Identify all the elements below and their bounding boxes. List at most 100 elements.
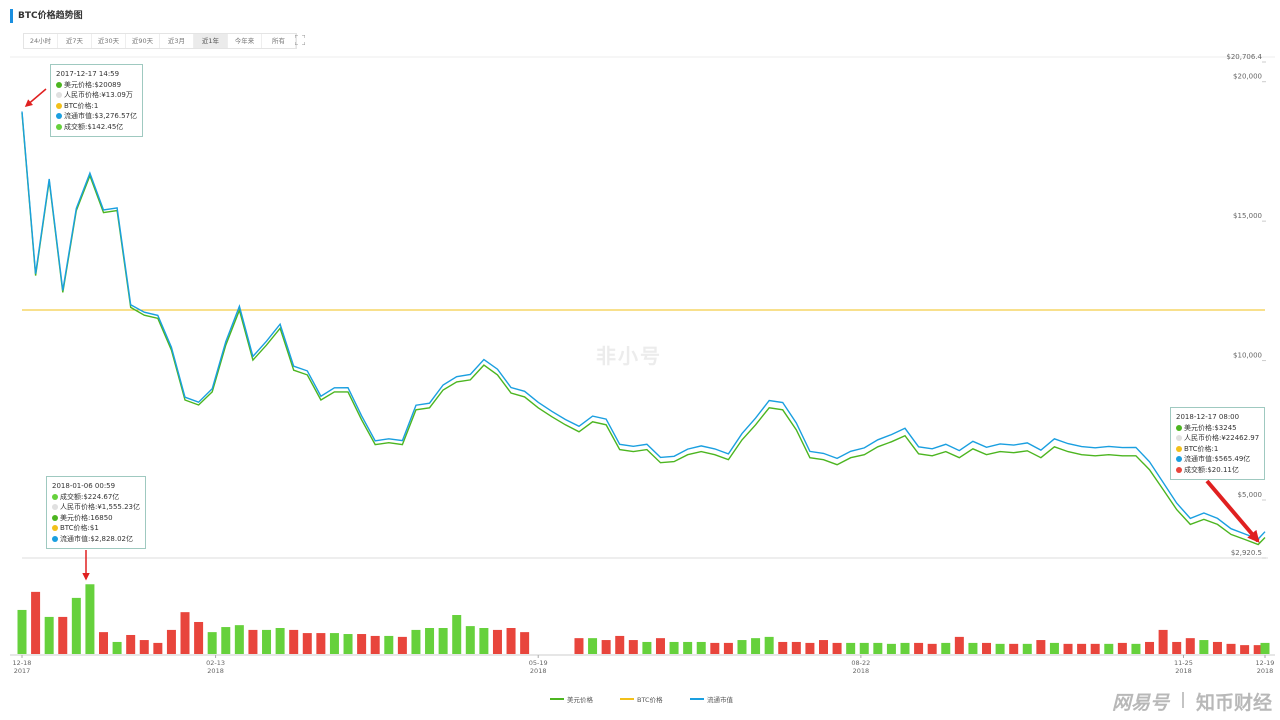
tooltip-title: 2018-12-17 08:00 <box>1176 413 1240 421</box>
volume-bar <box>99 632 109 654</box>
tooltip-row: 流通市值:$565.49亿 <box>1176 454 1259 465</box>
legend-item: BTC价格 <box>620 696 663 704</box>
volume-bar <box>479 628 489 654</box>
volume-bar <box>601 640 611 654</box>
volume-bar <box>900 642 910 654</box>
tooltip-dot <box>52 514 58 521</box>
tooltip-dot <box>1176 466 1182 473</box>
tooltip-dot <box>1176 424 1182 431</box>
volume-bar <box>873 642 883 654</box>
tooltip-text: 成交额:$20.11亿 <box>1184 465 1239 474</box>
volume-bar <box>1117 642 1127 654</box>
tabs: 24小时 近7天 近30天 近90天 近3月 近1年 今年来 所有 <box>23 33 297 49</box>
tooltip-row: BTC价格:1 <box>1176 444 1259 455</box>
line-series <box>21 112 1266 546</box>
volume-bar <box>425 628 435 654</box>
tooltip-row: 美元价格:16850 <box>52 513 140 524</box>
tooltip-row: 美元价格:$3245 <box>1176 423 1259 434</box>
x-tick-label: 11-25 2018 <box>1174 659 1193 675</box>
volume-bar <box>982 642 992 654</box>
volume-bar <box>452 615 462 654</box>
tooltip-row: BTC价格:$1 <box>52 523 140 534</box>
volume-bar <box>1212 641 1222 654</box>
tooltip-dot <box>56 102 62 109</box>
volume-bar <box>1172 641 1182 654</box>
tooltip-row: 流通市值:$3,276.57亿 <box>56 111 137 122</box>
volume-bar <box>778 641 788 654</box>
volume-bar <box>370 635 380 654</box>
tab[interactable]: 今年来 <box>228 34 262 48</box>
tooltip-row: 成交额:$142.45亿 <box>56 122 137 133</box>
tooltip-text: 成交额:$224.67亿 <box>60 492 120 501</box>
tab[interactable]: 近90天 <box>126 34 160 48</box>
tab[interactable]: 近3月 <box>160 34 194 48</box>
volume-bar <box>248 629 258 654</box>
watermark: 非小号 <box>596 344 662 368</box>
volume-bar <box>316 633 326 654</box>
volume-bar <box>1104 643 1114 654</box>
volume-bar <box>397 636 407 654</box>
volume-bar <box>1199 640 1209 654</box>
tooltip-text: BTC价格:1 <box>64 101 99 110</box>
volume-bar <box>1145 641 1155 654</box>
tooltip-dot <box>56 113 62 119</box>
tooltip-text: BTC价格:$1 <box>60 524 99 532</box>
tooltip-row: 人民币价格:¥1,555.23亿 <box>52 502 140 513</box>
tooltip-text: 流通市值:$3,276.57亿 <box>64 112 137 120</box>
volume-bar <box>846 642 856 654</box>
volume-bar <box>343 634 353 654</box>
volume-bar <box>683 641 693 654</box>
volume-bar <box>329 633 339 654</box>
volume-bar <box>31 591 41 654</box>
tab[interactable]: 近30天 <box>92 34 126 48</box>
volume-bar <box>1185 638 1195 654</box>
volume-bar <box>194 621 204 654</box>
volume-bar <box>1240 645 1250 654</box>
title: BTC价格趋势图 <box>10 9 83 23</box>
tab[interactable]: 近1年 <box>194 34 228 48</box>
tab[interactable]: 所有 <box>262 34 296 48</box>
tooltip-row: BTC价格:1 <box>56 101 137 112</box>
volume-bar <box>1009 643 1019 654</box>
watermark-separator <box>1182 692 1184 708</box>
volume-bar <box>995 643 1005 654</box>
tooltip-row: 美元价格:$20089 <box>56 80 137 91</box>
y-tick-label: $10,000 <box>1233 352 1262 360</box>
volume-bar <box>764 636 774 654</box>
volume-bar <box>112 641 122 654</box>
y-tick-label: $15,000 <box>1233 212 1262 220</box>
volume-bar <box>1260 642 1270 654</box>
tooltip-row: 人民币价格:¥13.09万 <box>56 90 137 101</box>
y-tick-label: $20,000 <box>1233 73 1262 81</box>
x-tick-label: 08-22 2018 <box>851 659 871 675</box>
watermark: 知币财经 <box>1196 692 1273 714</box>
y-tick-label: $2,920.5 <box>1231 549 1262 557</box>
tooltip-text: BTC价格:1 <box>1184 444 1219 453</box>
volume-bar <box>1253 645 1263 654</box>
tooltip-dot <box>56 81 62 88</box>
tooltip-dot <box>1176 456 1182 462</box>
tooltip-dot <box>52 535 58 542</box>
volume-bar <box>492 629 502 654</box>
legend-item: 流通市值 <box>690 696 733 704</box>
x-tick-label: 02-13 2018 <box>206 659 226 675</box>
expand-icon[interactable] <box>295 35 305 45</box>
volume-bar <box>628 640 638 654</box>
tooltip-text: 人民币价格:¥22462.97 <box>1184 434 1260 442</box>
tab[interactable]: 近7天 <box>58 34 92 48</box>
volume-bar <box>1131 643 1141 654</box>
volume-bar <box>302 633 312 654</box>
tooltip-dot <box>52 525 58 531</box>
tab[interactable]: 24小时 <box>24 34 58 48</box>
tooltip-dot <box>56 92 62 98</box>
volume-bar <box>44 616 54 654</box>
volume-bar <box>384 635 394 654</box>
tooltip-row: 成交额:$224.67亿 <box>52 492 140 503</box>
volume-bar <box>85 584 95 654</box>
volume-bar <box>221 627 231 654</box>
volume-bar <box>927 643 937 654</box>
x-tick-label: 12-19 2018 <box>1255 659 1275 675</box>
tooltip-text: 流通市值:$565.49亿 <box>1184 455 1251 463</box>
volume-bar <box>886 643 896 654</box>
volume-bar <box>655 638 665 654</box>
